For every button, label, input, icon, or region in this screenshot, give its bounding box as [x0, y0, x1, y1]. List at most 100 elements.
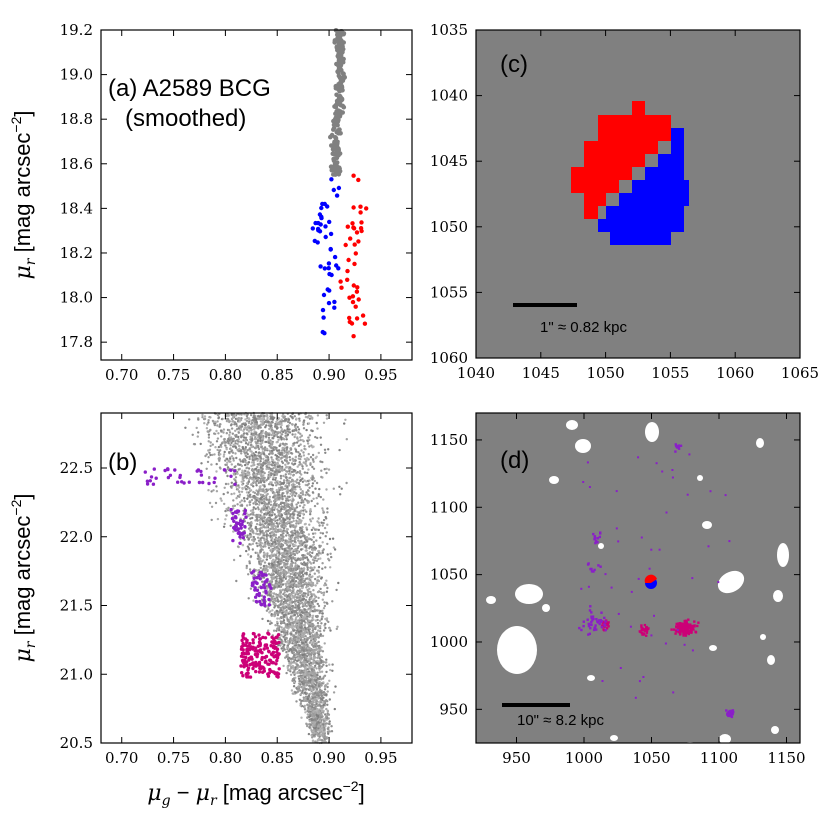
- point-gray-cloud: [241, 447, 245, 450]
- point-gray-cloud: [311, 484, 314, 488]
- point-gray-cloud: [331, 537, 335, 540]
- point-gray-cloud: [298, 461, 301, 464]
- point-gray-cloud: [249, 441, 253, 444]
- point-gray-cloud: [292, 649, 296, 652]
- point-gray-cloud: [311, 740, 315, 743]
- point-gray-cloud: [322, 660, 325, 664]
- point-gray-cloud: [321, 567, 324, 570]
- point-gray-cloud: [235, 424, 238, 428]
- point-gray-cloud: [244, 442, 248, 445]
- point-gray-cloud: [317, 565, 321, 569]
- point-gray-cloud: [326, 685, 329, 689]
- point-gray-cloud: [336, 625, 339, 628]
- point-gray-cloud: [321, 524, 324, 527]
- point-gray-cloud: [276, 624, 279, 627]
- point-gray-cloud: [303, 503, 306, 507]
- point-gray-cloud: [294, 672, 297, 675]
- point-gray-cloud: [223, 502, 226, 506]
- point-gray-cloud: [294, 448, 298, 451]
- point-gray-cloud: [248, 503, 252, 506]
- panel-a-points: [310, 28, 369, 339]
- point-gray-cloud: [322, 663, 325, 666]
- point-gray-cloud: [250, 421, 254, 425]
- point-gray-cloud: [289, 673, 293, 676]
- point-gray-cloud: [321, 707, 324, 710]
- point-gray-cloud: [309, 570, 312, 573]
- point-red: [356, 177, 361, 183]
- point-gray-cloud: [319, 701, 323, 704]
- point-gray-cloud: [317, 579, 321, 583]
- point-gray-cloud: [326, 542, 329, 546]
- point-gray-cloud: [286, 665, 289, 668]
- point-gray-cloud: [277, 604, 281, 607]
- point-gray-cloud: [267, 424, 271, 427]
- point-gray-cloud: [305, 595, 308, 599]
- point-gray-cloud: [278, 625, 281, 628]
- point-gray-cloud: [291, 621, 294, 624]
- point-gray-cloud: [333, 707, 336, 711]
- point-gray-cloud: [286, 646, 290, 649]
- point-red: [354, 289, 360, 294]
- point-gray: [336, 95, 342, 101]
- point-gray: [332, 121, 338, 126]
- point-gray-cloud: [262, 474, 265, 477]
- point-gray-cloud: [308, 523, 311, 526]
- point-gray-cloud: [215, 440, 219, 443]
- point-gray-cloud: [222, 453, 226, 456]
- point-gray-cloud: [246, 536, 249, 539]
- point-gray-cloud: [281, 571, 284, 574]
- point-gray-cloud: [326, 682, 329, 685]
- point-gray-cloud: [267, 629, 270, 632]
- point-gray-cloud: [322, 703, 325, 707]
- point-gray-cloud: [306, 600, 310, 603]
- point-gray-cloud: [300, 699, 303, 702]
- point-gray-cloud: [333, 548, 337, 551]
- point-gray-cloud: [287, 472, 290, 475]
- point-gray-cloud: [210, 518, 213, 522]
- point-gray-cloud: [280, 515, 283, 519]
- point-gray-cloud: [296, 671, 299, 674]
- point-gray-cloud: [271, 522, 275, 526]
- point-gray-cloud: [285, 476, 288, 479]
- point-gray-cloud: [305, 464, 308, 467]
- point-gray-cloud: [245, 432, 248, 435]
- point-gray-cloud: [240, 464, 244, 468]
- point-gray-cloud: [267, 562, 271, 565]
- point-gray-cloud: [290, 632, 293, 636]
- point-gray-cloud: [260, 511, 263, 514]
- point-gray-cloud: [328, 730, 331, 733]
- point-gray: [334, 92, 339, 98]
- y-tick-label: 18.0: [60, 289, 93, 307]
- point-gray-cloud: [280, 634, 283, 637]
- point-gray-cloud: [320, 649, 323, 652]
- point-gray-cloud: [315, 421, 318, 425]
- point-gray-cloud: [268, 442, 271, 445]
- point-gray-cloud: [307, 603, 310, 606]
- point-gray-cloud: [300, 716, 303, 719]
- point-gray-cloud: [260, 502, 264, 505]
- point-gray-cloud: [298, 504, 302, 508]
- point-gray-cloud: [307, 650, 310, 653]
- point-gray-cloud: [254, 500, 257, 503]
- point-gray-cloud: [318, 732, 321, 735]
- point-gray-cloud: [310, 566, 313, 570]
- point-gray-cloud: [318, 711, 322, 714]
- point-gray-cloud: [264, 440, 268, 444]
- point-gray-cloud: [238, 463, 241, 466]
- point-gray-cloud: [273, 548, 276, 551]
- point-gray-cloud: [260, 542, 264, 545]
- point-gray-cloud: [320, 475, 323, 479]
- point-red: [351, 283, 356, 288]
- point-gray-cloud: [246, 485, 249, 489]
- point-gray-cloud: [334, 685, 337, 688]
- point-gray-cloud: [248, 500, 252, 503]
- point-gray-cloud: [322, 691, 325, 694]
- point-gray-cloud: [312, 583, 315, 587]
- point-gray-cloud: [201, 413, 204, 417]
- point-gray-cloud: [310, 624, 313, 627]
- point-gray-cloud: [302, 516, 305, 520]
- point-gray-cloud: [283, 524, 287, 527]
- point-gray-cloud: [319, 630, 322, 633]
- point-gray-cloud: [286, 498, 289, 501]
- point-gray-cloud: [299, 478, 302, 482]
